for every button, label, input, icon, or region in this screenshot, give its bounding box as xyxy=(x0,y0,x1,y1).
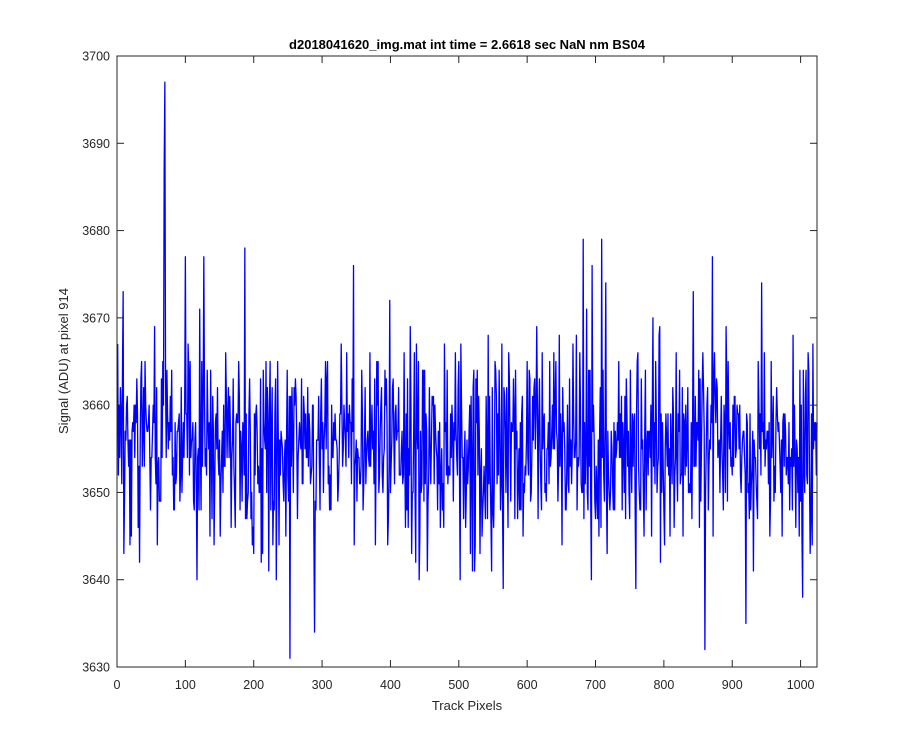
series-line-signal xyxy=(117,81,818,659)
axes-box xyxy=(116,55,818,668)
y-tick-label: 3660 xyxy=(82,399,110,413)
y-tick-label: 3700 xyxy=(82,50,110,64)
x-tick-label: 900 xyxy=(722,678,743,692)
x-tick-label: 600 xyxy=(517,678,538,692)
x-tick-label: 300 xyxy=(312,678,333,692)
x-tick-label: 0 xyxy=(114,678,121,692)
y-tick-label: 3640 xyxy=(82,573,110,587)
y-tick-label: 3680 xyxy=(82,224,110,238)
series-layer xyxy=(117,81,818,659)
x-axis: 0 100 200 300 400 500 600 700 800 900 1000 xyxy=(114,56,815,692)
plot-area xyxy=(117,56,817,667)
x-tick-label: 800 xyxy=(653,678,674,692)
x-tick-label: 200 xyxy=(243,678,264,692)
x-tick-label: 400 xyxy=(380,678,401,692)
x-tick-label: 1000 xyxy=(787,678,815,692)
y-axis: 3630 3640 3650 3660 3670 3680 3690 3700 xyxy=(82,50,817,675)
x-tick-label: 700 xyxy=(585,678,606,692)
y-tick-label: 3650 xyxy=(82,486,110,500)
x-tick-label: 100 xyxy=(175,678,196,692)
y-axis-label: Signal (ADU) at pixel 914 xyxy=(56,288,71,434)
chart-title: d2018041620_img.mat int time = 2.6618 se… xyxy=(289,37,646,52)
y-tick-label: 3690 xyxy=(82,137,110,151)
y-tick-label: 3670 xyxy=(82,311,110,325)
y-tick-label: 3630 xyxy=(82,661,110,675)
x-tick-label: 500 xyxy=(448,678,469,692)
x-axis-label: Track Pixels xyxy=(432,698,503,713)
